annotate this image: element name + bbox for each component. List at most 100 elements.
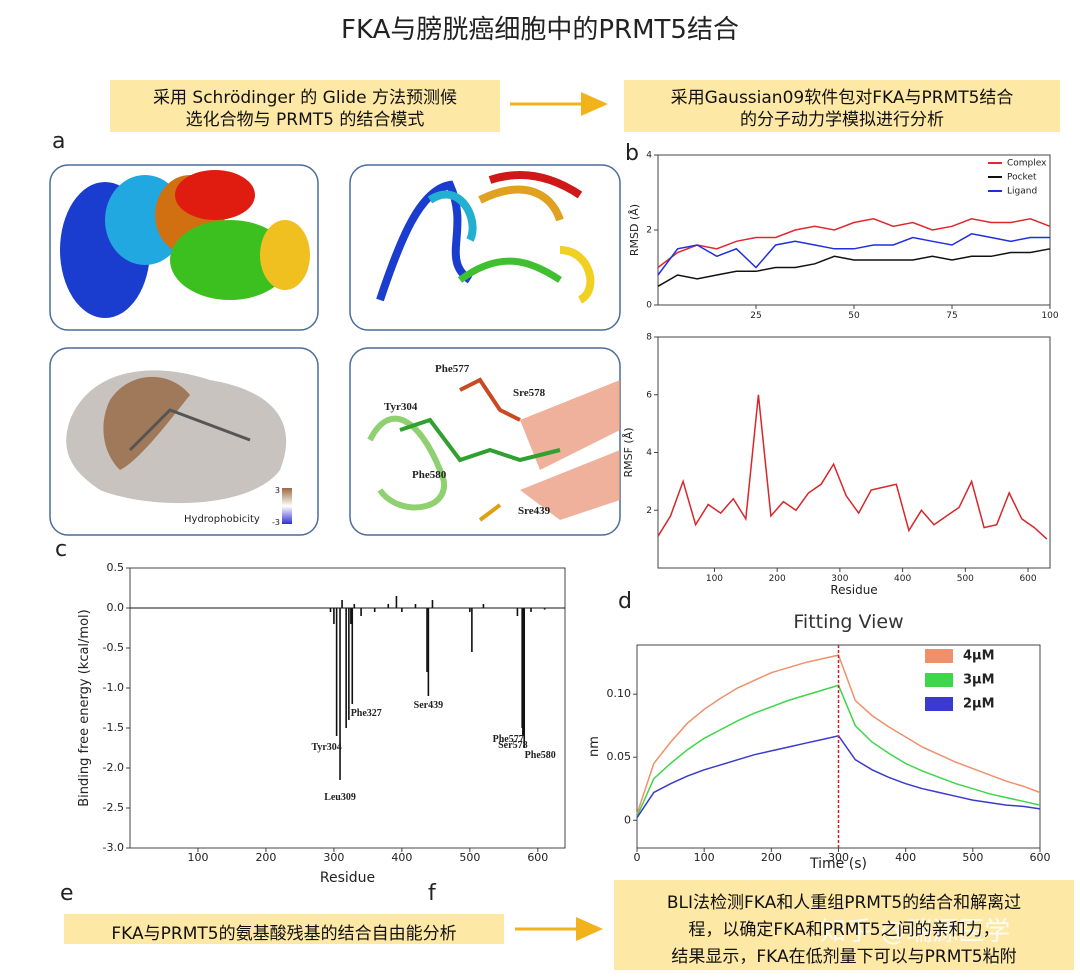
y-tick-label: 8 — [646, 333, 652, 343]
x-tick-label: 75 — [946, 311, 957, 321]
residue-label: Ser578 — [498, 740, 527, 751]
legend-label: Ligand — [1007, 187, 1037, 197]
bar — [353, 604, 356, 608]
legend-label: 4μM — [963, 649, 995, 664]
x-tick-label: 100 — [694, 851, 715, 864]
panel-label: b — [625, 141, 639, 166]
bar — [401, 608, 403, 612]
bar — [543, 608, 546, 610]
legend-swatch — [925, 673, 953, 687]
y-tick-label: 4 — [646, 448, 652, 458]
residue-label: Tyr304 — [311, 742, 341, 753]
legend-label: 2μM — [963, 697, 995, 712]
y-tick-label: 0.05 — [607, 750, 632, 763]
bar — [431, 600, 434, 608]
x-tick-label: 600 — [527, 851, 548, 864]
residue-label: Tyr304 — [384, 401, 418, 413]
binding-site-view: Phe577 Sre578 Tyr304 Phe580 Sre439 — [349, 347, 621, 536]
residue-label: Sre578 — [513, 387, 546, 399]
bar — [350, 608, 352, 624]
y-axis-label: RMSD (Å) — [628, 204, 641, 256]
page-title: FKA与膀胱癌细胞中的PRMT5结合 — [341, 15, 739, 45]
y-tick-label: 4 — [646, 151, 652, 161]
y-tick-label: 0.5 — [107, 561, 125, 574]
note-text: 选化合物与 PRMT5 的结合模式 — [186, 110, 425, 130]
plot-frame — [657, 336, 1051, 569]
y-tick-label: -1.0 — [103, 681, 124, 694]
x-tick-label: 200 — [769, 574, 786, 584]
bar — [373, 608, 376, 612]
hydrophobicity-view: Hydrophobicity 3 -3 — [49, 347, 319, 536]
x-tick-label: 600 — [1019, 574, 1036, 584]
x-axis-label: Time (s) — [809, 856, 867, 872]
note-box — [614, 880, 1074, 970]
bar — [348, 608, 350, 720]
bar — [345, 608, 347, 728]
legend-label: -3 — [272, 518, 280, 527]
note-box — [624, 80, 1060, 132]
x-tick-label: 200 — [761, 851, 782, 864]
y-tick-label: -2.0 — [103, 761, 124, 774]
note-text: 程，以确定FKA和PRMT5之间的亲和力， — [688, 920, 999, 940]
x-tick-label: 500 — [957, 574, 974, 584]
x-axis-label: Residue — [320, 870, 375, 886]
y-tick-label: 0 — [624, 813, 631, 826]
x-tick-label: 400 — [391, 851, 412, 864]
panel-label: a — [52, 129, 65, 154]
bar — [482, 604, 485, 608]
bar — [414, 604, 417, 608]
watermark: 知乎 @瑞源医学 — [820, 917, 1010, 947]
bar — [426, 608, 428, 672]
y-tick-label: 0.10 — [607, 687, 632, 700]
note-box — [110, 80, 500, 132]
x-tick-label: 500 — [962, 851, 983, 864]
panel-label: f — [428, 881, 437, 906]
x-tick-label: 200 — [255, 851, 276, 864]
x-axis-label: Residue — [830, 583, 877, 597]
x-tick-label: 400 — [895, 851, 916, 864]
y-tick-label: -2.5 — [103, 801, 124, 814]
residue-label: Phe577 — [435, 363, 470, 375]
bar — [427, 608, 430, 696]
x-tick-label: 100 — [187, 851, 208, 864]
note-box — [64, 914, 504, 944]
bar — [530, 608, 532, 612]
x-tick-label: 500 — [459, 851, 480, 864]
series-line — [657, 248, 1051, 287]
bar — [387, 604, 390, 608]
bar — [522, 608, 524, 736]
chart-title: Fitting View — [793, 611, 903, 633]
bar — [471, 608, 473, 652]
y-tick-label: 2 — [646, 506, 652, 516]
y-axis-label: Binding free energy (kcal/mol) — [77, 609, 92, 806]
bar — [329, 608, 332, 612]
residue-label: Ser439 — [414, 700, 443, 711]
y-axis-label: nm — [587, 736, 602, 757]
residue-label: Phe327 — [351, 708, 382, 719]
y-tick-label: 0.0 — [107, 601, 125, 614]
y-tick-label: 0 — [646, 301, 652, 311]
panel-label: c — [55, 537, 67, 562]
x-tick-label: 300 — [323, 851, 344, 864]
residue-label: Leu309 — [324, 792, 356, 803]
legend-label: Complex — [1007, 159, 1047, 169]
note-text: FKA与PRMT5的氨基酸残基的结合自由能分析 — [111, 924, 456, 944]
series-line — [657, 233, 1050, 276]
series-line — [657, 394, 1048, 540]
series-line — [657, 218, 1051, 269]
residue-label: Phe580 — [525, 750, 556, 761]
legend-label: 3μM — [963, 673, 995, 688]
y-tick-label: -1.5 — [103, 721, 124, 734]
legend-label: 3 — [275, 486, 280, 495]
note-text: 采用 Schrödinger 的 Glide 方法预测候 — [153, 88, 457, 108]
plot-frame — [129, 567, 566, 849]
x-tick-label: 300 — [831, 574, 848, 584]
bar — [339, 608, 341, 780]
note-text: 结果显示，FKA在低剂量下可以与PRMT5粘附 — [671, 947, 1016, 967]
bar — [395, 596, 398, 608]
residue-label: Sre439 — [518, 505, 551, 517]
bar — [360, 608, 362, 616]
note-text: 的分子动力学模拟进行分析 — [740, 110, 944, 130]
bar — [335, 608, 338, 736]
